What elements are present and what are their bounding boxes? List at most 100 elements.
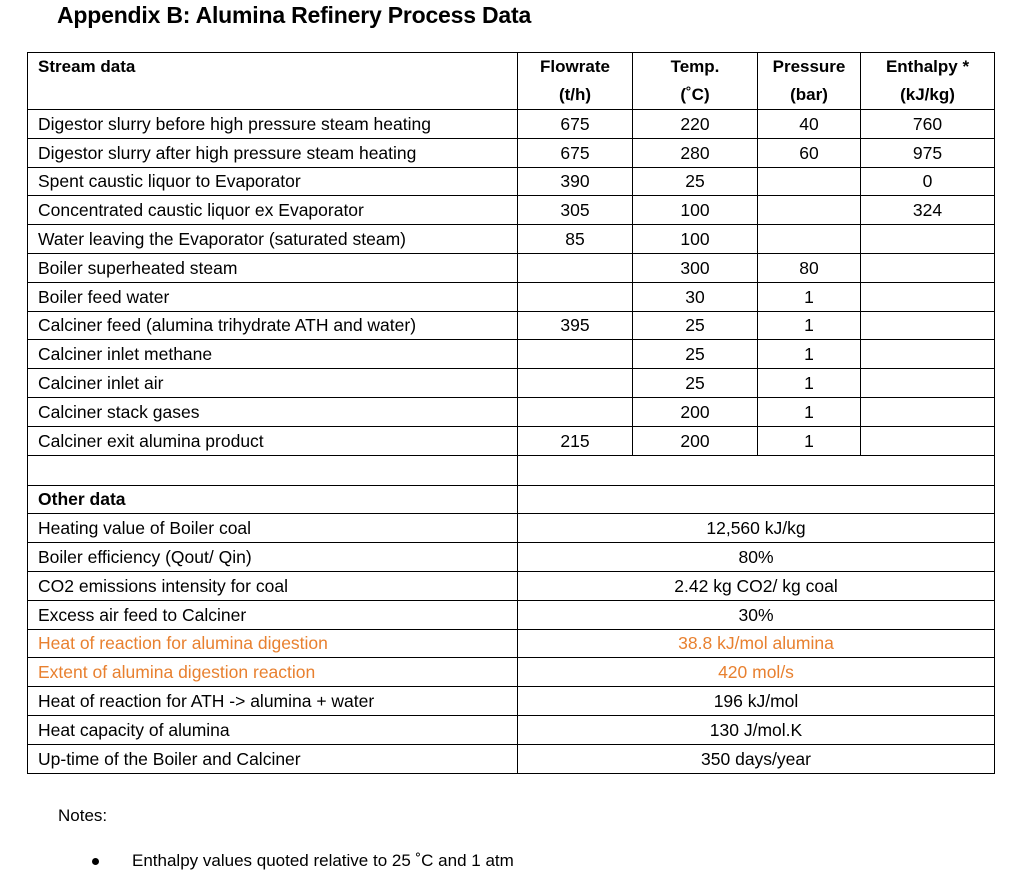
flowrate-cell bbox=[517, 396, 633, 427]
process-data-table: Stream data Flowrate (t/h) Temp. (˚C) Pres… bbox=[27, 52, 995, 774]
stream-name: Digestor slurry after high pressure stea… bbox=[27, 137, 518, 168]
temp-cell: 220 bbox=[632, 109, 758, 139]
stream-name: Digestor slurry before high pressure ste… bbox=[27, 109, 518, 139]
pressure-cell: 60 bbox=[757, 137, 861, 168]
table-row: Digestor slurry before high pressure ste… bbox=[27, 109, 995, 139]
enthalpy-cell: 975 bbox=[860, 137, 995, 168]
temp-cell: 25 bbox=[632, 368, 758, 398]
enthalpy-cell: 0 bbox=[860, 166, 995, 197]
pressure-cell: 1 bbox=[757, 396, 861, 427]
page-title: Appendix B: Alumina Refinery Process Dat… bbox=[57, 2, 532, 28]
flowrate-cell: 675 bbox=[517, 109, 633, 139]
other-data-name: Excess air feed to Calciner bbox=[27, 599, 518, 630]
table-row: Boiler efficiency (Qout/ Qin) 80% bbox=[27, 542, 995, 572]
table-row: Excess air feed to Calciner 30% bbox=[27, 599, 995, 630]
table-row: Extent of alumina digestion reaction 420 … bbox=[27, 657, 995, 688]
pressure-cell: 1 bbox=[757, 339, 861, 370]
flowrate-cell: 395 bbox=[517, 310, 633, 341]
other-data-value: 38.8 kJ/mol alumina bbox=[517, 628, 995, 659]
other-data-value: 130 J/mol.K bbox=[517, 714, 995, 745]
table-row: Calciner feed (alumina trihydrate ATH an… bbox=[27, 310, 995, 341]
table-row: Heat capacity of alumina 130 J/mol.K bbox=[27, 714, 995, 745]
table-row: Heat of reaction for alumina digestion 38… bbox=[27, 628, 995, 659]
other-data-value: 196 kJ/mol bbox=[517, 686, 995, 716]
other-data-value: 2.42 kg CO2/ kg coal bbox=[517, 570, 995, 601]
pressure-cell: 1 bbox=[757, 310, 861, 341]
other-data-name: CO2 emissions intensity for coal bbox=[27, 570, 518, 601]
stream-data-heading: Stream data bbox=[27, 52, 518, 110]
pressure-cell bbox=[757, 224, 861, 254]
table-row: CO2 emissions intensity for coal 2.42 kg … bbox=[27, 570, 995, 601]
flowrate-cell: 390 bbox=[517, 166, 633, 197]
pressure-cell: 1 bbox=[757, 281, 861, 312]
other-data-value: 350 days/year bbox=[517, 743, 995, 774]
flowrate-cell: 305 bbox=[517, 195, 633, 226]
stream-name: Calciner inlet methane bbox=[27, 339, 518, 370]
stream-name: Spent caustic liquor to Evaporator bbox=[27, 166, 518, 197]
table-row: Calciner exit alumina product 215 200 1 bbox=[27, 425, 995, 456]
pressure-cell: 1 bbox=[757, 425, 861, 456]
table-row: Calciner stack gases 200 1 bbox=[27, 396, 995, 427]
table-row: Spent caustic liquor to Evaporator 390 25 0 bbox=[27, 166, 995, 197]
stream-name: Water leaving the Evaporator (saturated … bbox=[27, 224, 518, 254]
pressure-cell bbox=[757, 166, 861, 197]
enthalpy-cell bbox=[860, 252, 995, 283]
table-row: Calciner inlet methane 25 1 bbox=[27, 339, 995, 370]
pressure-cell: 40 bbox=[757, 109, 861, 139]
flowrate-cell: 215 bbox=[517, 425, 633, 456]
temp-cell: 25 bbox=[632, 166, 758, 197]
separator-row bbox=[27, 454, 995, 486]
notes-item-text: Enthalpy values quoted relative to 25 ˚C… bbox=[132, 851, 514, 870]
enthalpy-cell bbox=[860, 368, 995, 398]
other-header-value-cell bbox=[517, 484, 995, 515]
enthalpy-cell bbox=[860, 396, 995, 427]
temp-cell: 100 bbox=[632, 224, 758, 254]
pressure-cell: 80 bbox=[757, 252, 861, 283]
temp-cell: 25 bbox=[632, 339, 758, 370]
temp-header: Temp. (˚C) bbox=[632, 52, 758, 110]
table-row: Up-time of the Boiler and Calciner 350 da… bbox=[27, 743, 995, 774]
temp-cell: 25 bbox=[632, 310, 758, 341]
other-data-name: Heat capacity of alumina bbox=[27, 714, 518, 745]
other-data-name: Heat of reaction for ATH -> alumina + wa… bbox=[27, 686, 518, 716]
table-row: Concentrated caustic liquor ex Evaporato… bbox=[27, 195, 995, 226]
other-data-name: Extent of alumina digestion reaction bbox=[27, 657, 518, 688]
bullet-icon bbox=[92, 857, 99, 865]
pressure-cell: 1 bbox=[757, 368, 861, 398]
other-header-row: Other data bbox=[27, 484, 995, 515]
flowrate-cell bbox=[517, 281, 633, 312]
temp-cell: 30 bbox=[632, 281, 758, 312]
table-row: Heating value of Boiler coal 12,560 kJ/kg bbox=[27, 513, 995, 544]
table-row: Water leaving the Evaporator (saturated … bbox=[27, 224, 995, 254]
enthalpy-cell bbox=[860, 281, 995, 312]
temp-cell: 300 bbox=[632, 252, 758, 283]
temp-cell: 280 bbox=[632, 137, 758, 168]
stream-name: Calciner inlet air bbox=[27, 368, 518, 398]
flowrate-cell: 85 bbox=[517, 224, 633, 254]
table-row: Calciner inlet air 25 1 bbox=[27, 368, 995, 398]
other-data-name: Up-time of the Boiler and Calciner bbox=[27, 743, 518, 774]
stream-name: Boiler feed water bbox=[27, 281, 518, 312]
stream-name: Calciner exit alumina product bbox=[27, 425, 518, 456]
flowrate-cell bbox=[517, 252, 633, 283]
other-data-value: 30% bbox=[517, 599, 995, 630]
table-row: Boiler superheated steam 300 80 bbox=[27, 252, 995, 283]
stream-name: Calciner stack gases bbox=[27, 396, 518, 427]
stream-header-row: Stream data Flowrate (t/h) Temp. (˚C) Pres… bbox=[27, 52, 995, 110]
enthalpy-cell bbox=[860, 224, 995, 254]
table-row: Heat of reaction for ATH -> alumina + wa… bbox=[27, 686, 995, 716]
table-row: Boiler feed water 30 1 bbox=[27, 281, 995, 312]
enthalpy-cell: 760 bbox=[860, 109, 995, 139]
other-data-name: Boiler efficiency (Qout/ Qin) bbox=[27, 542, 518, 572]
flowrate-cell: 675 bbox=[517, 137, 633, 168]
table-row: Digestor slurry after high pressure stea… bbox=[27, 137, 995, 168]
notes-item: Enthalpy values quoted relative to 25 ˚C… bbox=[92, 851, 514, 871]
other-data-name: Heat of reaction for alumina digestion bbox=[27, 628, 518, 659]
temp-cell: 100 bbox=[632, 195, 758, 226]
separator-cell bbox=[517, 454, 995, 486]
other-data-value: 12,560 kJ/kg bbox=[517, 513, 995, 544]
temp-cell: 200 bbox=[632, 425, 758, 456]
pressure-cell bbox=[757, 195, 861, 226]
other-data-name: Heating value of Boiler coal bbox=[27, 513, 518, 544]
stream-name: Boiler superheated steam bbox=[27, 252, 518, 283]
